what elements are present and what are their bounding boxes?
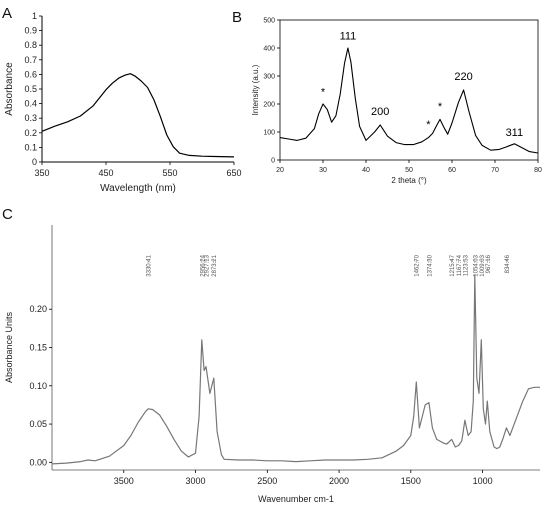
panel-c-peak-wavenumber-label: 1054.03 — [473, 254, 479, 276]
panel-b-label: B — [232, 9, 242, 26]
panel-a-y-tick-label: 0.9 — [24, 26, 37, 36]
panel-b-y-axis-label: Intensity (a.u.) — [251, 64, 260, 115]
panel-b-peak-index-label: 220 — [454, 71, 472, 83]
panel-c-x-tick-label: 1000 — [473, 476, 493, 486]
panel-b-x-tick-label: 40 — [362, 167, 370, 174]
panel-a-y-tick-label: 0.3 — [24, 113, 37, 123]
panel-a-y-tick-label: 0.7 — [24, 55, 37, 65]
panel-c-peak-wavenumber-label: 2873.21 — [212, 254, 218, 276]
panel-c-peak-wavenumber-label: 1462.70 — [415, 254, 421, 276]
panel-b-y-tick-label: 100 — [263, 129, 275, 136]
panel-a-y-tick-label: 0 — [32, 157, 37, 167]
panel-c-label: C — [2, 206, 13, 223]
panel-b-x-axis-label: 2 theta (°) — [391, 176, 427, 185]
panel-c-y-tick-label: 0.20 — [29, 304, 47, 314]
panel-a-series-line — [41, 73, 235, 158]
panel-c-y-tick-label: 0.10 — [29, 381, 47, 391]
panel-a-x-axis-label: Wavelength (nm) — [100, 183, 176, 194]
panel-a-y-tick-label: 0.5 — [24, 84, 37, 94]
panel-b-x-tick-label: 20 — [276, 167, 284, 174]
panel-b-y-tick-label: 300 — [263, 73, 275, 80]
panel-c-x-tick-label: 3000 — [186, 476, 206, 486]
panel-c-series-line — [51, 274, 540, 465]
panel-c-peak-wavenumber-label: 1009.03 — [480, 254, 486, 276]
panel-c-peak-wavenumber-label: 1215.47 — [450, 254, 456, 276]
panel-c-peak-wavenumber-label: 834.46 — [505, 254, 511, 273]
panel-a-x-tick-label: 650 — [226, 168, 241, 178]
panel-a-y-tick-label: 1 — [32, 11, 37, 21]
panel-c-x-tick-label: 3500 — [114, 476, 134, 486]
panel-c-peak-wavenumber-label: 1123.53 — [463, 254, 469, 276]
panel-c-x-tick-label: 2000 — [329, 476, 349, 486]
panel-b-series-line — [279, 47, 539, 154]
panel-b-x-tick-label: 50 — [405, 167, 413, 174]
panel-c-x-axis-label: Wavenumber cm-1 — [258, 494, 334, 504]
panel-b-peak-index-label: 200 — [371, 106, 389, 118]
panel-a-y-tick-label: 0.6 — [24, 69, 37, 79]
panel-a-x-tick-label: 350 — [34, 168, 49, 178]
panel-b-peak-index-label: 111 — [340, 31, 357, 43]
panel-c-y-tick-label: 0.15 — [29, 343, 47, 353]
panel-c-x-tick-label: 1500 — [401, 476, 421, 486]
panel-b-y-tick-label: 200 — [263, 101, 275, 108]
panel-b-impurity-marker: * — [426, 119, 431, 131]
panel-b-plot-frame — [279, 19, 539, 161]
panel-c-peak-wavenumber-label: 967.16 — [486, 254, 492, 273]
panel-b-x-tick-label: 70 — [491, 167, 499, 174]
panel-b-x-tick-label: 30 — [319, 167, 327, 174]
panel-a-y-tick-label: 0.8 — [24, 40, 37, 50]
panel-b-y-tick-label: 400 — [263, 45, 275, 52]
panel-b-y-tick-label: 500 — [263, 17, 275, 24]
panel-c-peak-wavenumber-label: 3330.41 — [147, 254, 153, 276]
panel-a-x-tick-label: 450 — [98, 168, 113, 178]
panel-a-y-tick-label: 0.4 — [24, 99, 37, 109]
panel-c-x-tick-label: 2500 — [257, 476, 277, 486]
panel-a-y-tick-label: 0.1 — [24, 142, 37, 152]
panel-c-y-axis-label: Absorbance Units — [4, 311, 14, 383]
panel-a-label: A — [2, 5, 12, 22]
panel-b-y-tick-label: 0 — [271, 157, 275, 164]
panel-c-peak-wavenumber-label: 2927.13 — [204, 254, 210, 276]
panel-a-x-tick-label: 550 — [162, 168, 177, 178]
panel-c-y-tick-label: 0.00 — [29, 457, 47, 467]
panel-c-y-tick-label: 0.05 — [29, 419, 47, 429]
panel-b-x-tick-label: 80 — [534, 167, 542, 174]
panel-b-impurity-marker: * — [321, 87, 326, 99]
panel-b-peak-index-label: 311 — [506, 127, 524, 139]
panel-c-peak-wavenumber-label: 2956.24 — [200, 254, 206, 276]
panel-c-peak-wavenumber-label: 1167.74 — [457, 254, 463, 276]
panel-a-y-tick-label: 0.2 — [24, 128, 37, 138]
panel-b-x-tick-label: 60 — [448, 167, 456, 174]
panel-b-impurity-marker: * — [438, 101, 443, 113]
panel-a-y-axis-label: Absorbance — [4, 62, 15, 116]
panel-c-peak-wavenumber-label: 1374.30 — [427, 254, 433, 276]
